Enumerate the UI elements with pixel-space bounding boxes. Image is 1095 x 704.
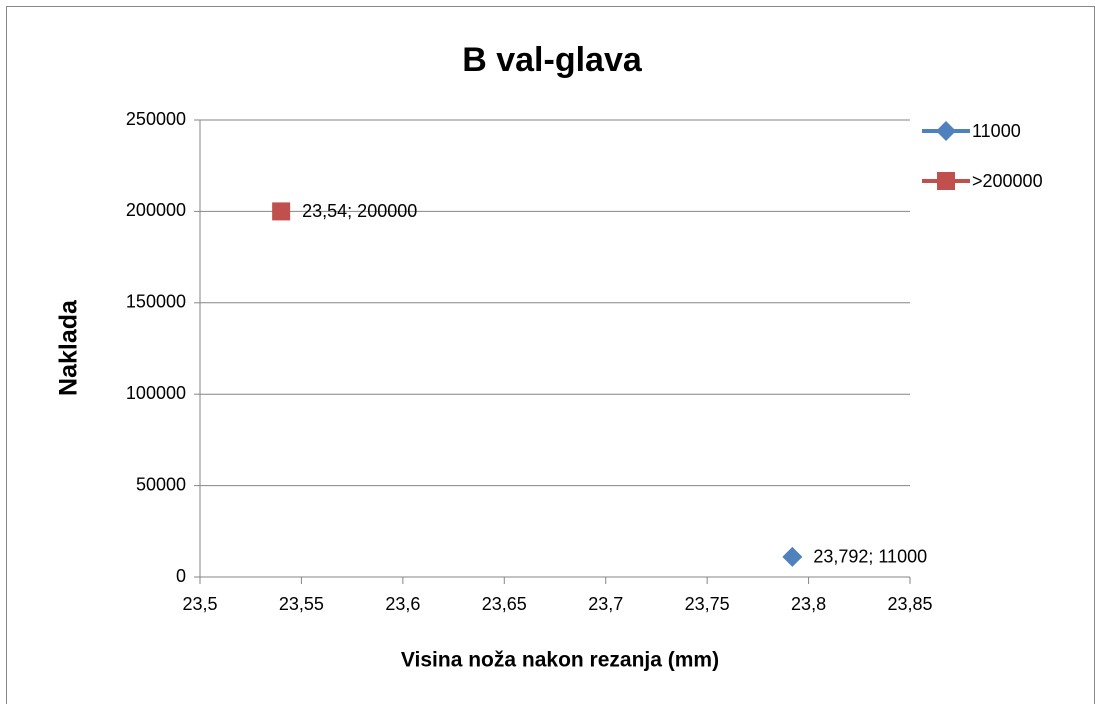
chart-title: B val-glava <box>462 41 643 79</box>
x-tick-label: 23,7 <box>588 594 623 614</box>
x-tick-label: 23,85 <box>887 594 932 614</box>
chart-border <box>6 6 1095 704</box>
y-tick-label: 150000 <box>126 292 186 312</box>
legend-label: >200000 <box>972 171 1043 191</box>
y-tick-label: 50000 <box>136 474 186 494</box>
x-tick-label: 23,55 <box>279 594 324 614</box>
data-label: 23,54; 200000 <box>302 201 417 221</box>
legend-label: 11000 <box>972 121 1021 141</box>
x-tick-label: 23,8 <box>791 594 826 614</box>
x-tick-label: 23,75 <box>685 594 730 614</box>
legend-marker <box>937 172 955 190</box>
y-tick-label: 100000 <box>126 383 186 403</box>
data-point <box>272 202 291 221</box>
legend-marker <box>936 121 956 141</box>
y-axis-label: Naklada <box>55 299 83 396</box>
x-tick-label: 23,65 <box>482 594 527 614</box>
y-tick-label: 250000 <box>126 109 186 129</box>
data-label: 23,792; 11000 <box>813 547 927 567</box>
data-point <box>782 546 803 567</box>
y-tick-label: 200000 <box>126 200 186 220</box>
x-axis-label: Visina noža nakon rezanja (mm) <box>401 649 719 672</box>
x-tick-label: 23,5 <box>182 594 217 614</box>
y-tick-label: 0 <box>176 566 186 586</box>
x-tick-label: 23,6 <box>385 594 420 614</box>
